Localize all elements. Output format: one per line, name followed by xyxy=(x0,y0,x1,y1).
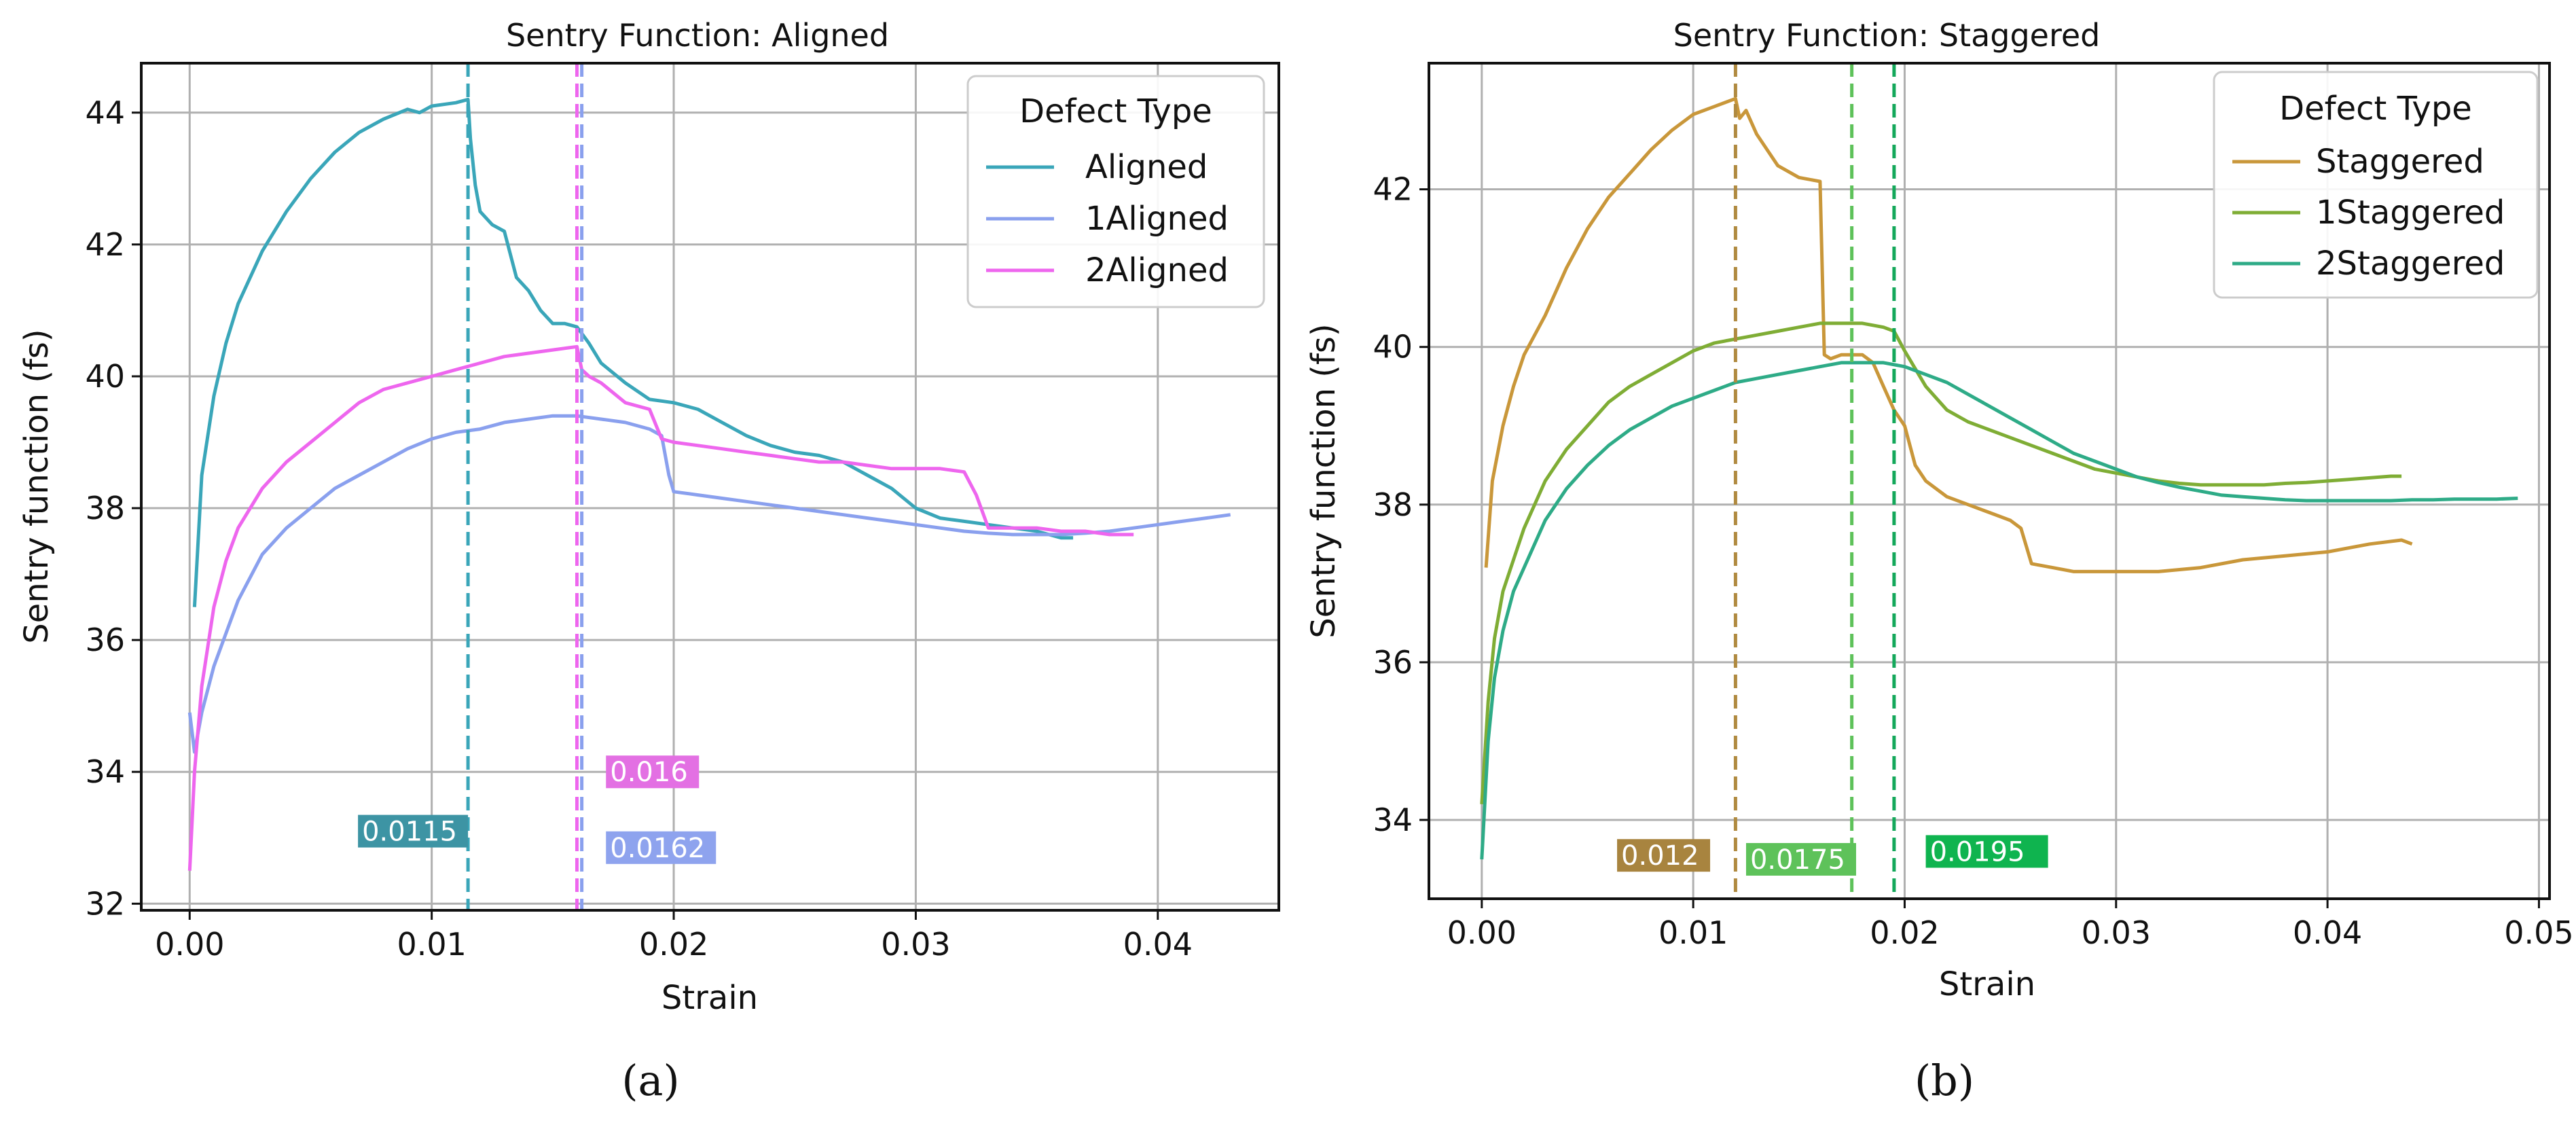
chart-a-vline-label-bg-2 xyxy=(606,831,716,864)
chart-a-ytick-label-4: 40 xyxy=(85,358,125,395)
chart-a-series-group xyxy=(187,97,1231,871)
chart-b-vline-label-bg-0 xyxy=(1617,839,1711,872)
chart-a-title: Sentry Function: Aligned xyxy=(506,17,889,54)
chart-b-tick-group: 0.00 0.01 0.02 0.03 0.04 0.05 34 36 38 40 42 xyxy=(1373,171,2573,951)
chart-a-vline-group: 0.0115 0.016 0.0162 xyxy=(358,63,716,910)
chart-b-vline-label-bg-1 xyxy=(1745,842,1856,876)
chart-a-legend-title: Defect Type xyxy=(1019,92,1212,130)
chart-a-legend-label-1: 1Aligned xyxy=(1085,200,1229,238)
chart-b-legend-title: Defect Type xyxy=(2279,90,2472,128)
chart-b-legend-label-1: 1Staggered xyxy=(2316,194,2505,232)
chart-a-xtick-label-1: 0.01 xyxy=(397,926,466,963)
chart-b-vline-label-bg-2 xyxy=(1925,835,2048,868)
chart-b-ytick-label-1: 36 xyxy=(1373,644,1413,681)
chart-b-caption: (b) xyxy=(1915,1056,1974,1105)
chart-b-xlabel: Strain xyxy=(1939,965,2035,1003)
chart-b-series-1 xyxy=(1480,321,2402,804)
chart-a-vline-label-bg-1 xyxy=(606,755,700,789)
chart-b-ytick-label-4: 42 xyxy=(1373,171,1413,208)
chart-a-legend: Defect Type Aligned 1Aligned 2Aligned xyxy=(966,75,1265,308)
chart-b-xtick-label-1: 0.01 xyxy=(1658,914,1728,951)
chart-b-legend-label-2: 2Staggered xyxy=(2316,245,2505,283)
chart-a-ylabel: Sentry function (fs) xyxy=(18,329,56,643)
chart-a-xtick-label-4: 0.04 xyxy=(1123,926,1193,963)
chart-a-ytick-label-6: 44 xyxy=(85,94,125,131)
chart-b-legend-box xyxy=(2213,71,2539,299)
chart-a-xtick-label-0: 0.00 xyxy=(155,926,224,963)
chart-b-legend-label-0: Staggered xyxy=(2316,143,2484,181)
chart-a-vline-label-1: 0.016 xyxy=(610,757,688,788)
chart-b-xtick-label-0: 0.00 xyxy=(1447,914,1517,951)
chart-b-ytick-label-3: 40 xyxy=(1373,329,1413,365)
chart-a-series-1 xyxy=(187,414,1231,754)
chart-a: Sentry Function: Aligned 0.01150.0160.01… xyxy=(18,17,1280,1105)
chart-a-vline-label-bg-0 xyxy=(358,815,469,848)
chart-a-vline-label-2: 0.0162 xyxy=(610,833,705,864)
chart-b-legend: Defect Type Staggered 1Staggered 2Stagge… xyxy=(2213,71,2539,299)
chart-b-title: Sentry Function: Staggered xyxy=(1673,17,2101,54)
chart-a-ytick-label-2: 36 xyxy=(85,622,125,658)
chart-a-legend-label-2: 2Aligned xyxy=(1085,251,1229,289)
chart-a-xtick-label-2: 0.02 xyxy=(639,926,708,963)
chart-a-tick-group: 0.00 0.01 0.02 0.03 0.04 32 34 36 38 40 42 44 xyxy=(85,94,1193,963)
chart-a-plot-frame xyxy=(140,62,1280,912)
chart-a-ytick-label-1: 34 xyxy=(85,753,125,790)
chart-a-ytick-label-5: 42 xyxy=(85,226,125,263)
chart-a-ytick-label-3: 38 xyxy=(85,490,125,526)
chart-b-ytick-label-0: 34 xyxy=(1373,802,1413,838)
chart-b-plot-frame xyxy=(1428,62,2551,900)
chart-a-caption: (a) xyxy=(621,1056,679,1105)
chart-a-series-2 xyxy=(187,344,1134,871)
chart-b-vline-label-2: 0.0195 xyxy=(1930,836,2025,867)
chart-a-xtick-label-3: 0.03 xyxy=(881,926,950,963)
chart-b-xtick-label-2: 0.02 xyxy=(1870,914,1939,951)
chart-a-ytick-label-0: 32 xyxy=(85,885,125,922)
chart-b-vline-group: 0.012 0.0175 0.0195 xyxy=(1617,63,2048,899)
chart-b-vline-label-1: 0.0175 xyxy=(1750,844,1845,876)
chart-a-legend-label-0: Aligned xyxy=(1085,148,1208,186)
chart-b-xtick-label-4: 0.04 xyxy=(2293,914,2362,951)
chart-b-xtick-label-3: 0.03 xyxy=(2082,914,2151,951)
chart-a-vline-label-0: 0.0115 xyxy=(362,817,457,848)
chart-b-ylabel: Sentry function (fs) xyxy=(1305,323,1343,638)
chart-b: Sentry Function: Staggered 0.012 0.0175 0.… xyxy=(1305,17,2574,1105)
chart-a-xlabel: Strain xyxy=(661,979,758,1017)
chart-a-series-0 xyxy=(192,97,1074,607)
chart-a-legend-box xyxy=(966,75,1265,308)
chart-b-vline-label-0: 0.012 xyxy=(1621,840,1699,872)
chart-b-ytick-label-2: 38 xyxy=(1373,486,1413,523)
chart-b-xtick-label-5: 0.05 xyxy=(2504,914,2573,951)
chart-a-grid xyxy=(141,63,1279,910)
chart-b-series-2 xyxy=(1480,361,2518,860)
